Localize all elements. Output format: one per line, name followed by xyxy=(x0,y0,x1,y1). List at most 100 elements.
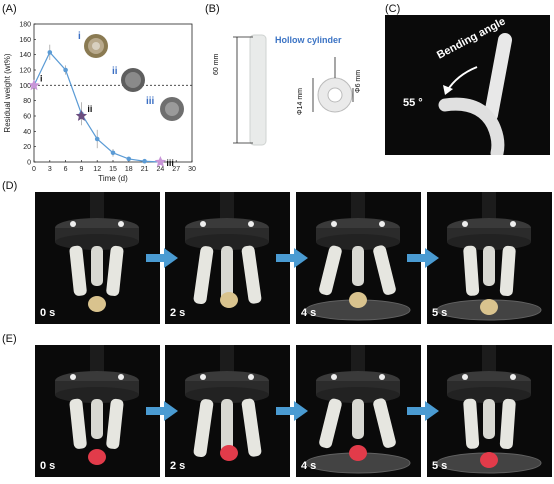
x-tick-label: 24 xyxy=(157,166,165,173)
finger-left xyxy=(69,245,87,296)
inset-i-photo xyxy=(84,34,108,58)
y-tick-label: 140 xyxy=(19,52,31,59)
panel-label-e: (E) xyxy=(2,333,17,345)
gripper-photo-d-1: 2 s xyxy=(165,192,290,324)
data-point xyxy=(47,50,53,55)
gripper-drawing xyxy=(185,345,269,461)
finger-left xyxy=(463,398,480,449)
finger-mid xyxy=(352,246,364,286)
y-tick-label: 60 xyxy=(23,114,31,121)
gripper-drawing xyxy=(436,345,542,474)
data-point xyxy=(63,67,68,73)
angle-value: 55 ° xyxy=(403,97,423,109)
gripper-photo-e-2: 4 s xyxy=(296,345,421,477)
gripper-photo-d-3: 5 s xyxy=(427,192,552,324)
inset-ii-label: ii xyxy=(112,66,118,77)
finger-right xyxy=(106,398,124,449)
x-tick-label: 27 xyxy=(172,166,180,173)
finger-mid xyxy=(91,246,103,286)
outer-diameter-label: Φ14 mm xyxy=(297,88,304,115)
bending-arrow xyxy=(446,66,478,92)
y-tick-label: 120 xyxy=(19,68,31,75)
finger-right xyxy=(373,398,396,448)
finger-right xyxy=(241,245,262,304)
x-tick-label: 15 xyxy=(109,166,117,173)
inset-i-label: i xyxy=(78,31,81,42)
step-arrow-icon xyxy=(146,248,178,273)
time-label: 2 s xyxy=(170,460,186,472)
panel-label-c: (C) xyxy=(385,3,401,15)
gripper-post xyxy=(482,192,496,222)
finger-mid xyxy=(483,399,495,439)
inset-iii-photo xyxy=(160,97,184,121)
time-label: 5 s xyxy=(432,307,448,319)
x-tick-label: 0 xyxy=(32,166,36,173)
gripper-post xyxy=(351,192,365,222)
gripper-post xyxy=(482,345,496,375)
step-arrow-icon xyxy=(407,248,439,273)
y-tick-label: 80 xyxy=(23,98,31,105)
time-label: 4 s xyxy=(301,307,317,319)
finger-right xyxy=(241,398,262,457)
y-tick-label: 100 xyxy=(19,83,31,90)
star-label: i xyxy=(40,73,43,83)
inset-ii-photo xyxy=(121,68,145,92)
finger-mid xyxy=(221,399,233,454)
step-arrow-icon xyxy=(276,248,308,273)
length-label: 60 mm xyxy=(213,53,220,75)
x-tick-label: 30 xyxy=(188,166,196,173)
data-point xyxy=(94,136,100,142)
grasped-object xyxy=(220,445,238,461)
data-point xyxy=(142,158,147,164)
gripper-drawing xyxy=(305,192,411,321)
y-tick-label: 180 xyxy=(19,22,31,29)
step-arrow-icon xyxy=(276,401,308,426)
bent-tube xyxy=(438,97,505,155)
gripper-drawing xyxy=(185,192,269,308)
x-axis-label: Time (d) xyxy=(98,174,128,183)
x-tick-label: 3 xyxy=(48,166,52,173)
grasped-object xyxy=(88,296,106,312)
finger-mid xyxy=(352,399,364,439)
finger-left xyxy=(193,246,214,305)
grasped-object xyxy=(349,445,367,461)
panel-label-a: (A) xyxy=(2,3,17,15)
gripper-photo-e-1: 2 s xyxy=(165,345,290,477)
finger-right xyxy=(499,245,516,297)
cylinder-body xyxy=(249,34,267,146)
grasped-object xyxy=(88,449,106,465)
time-label: 0 s xyxy=(40,307,56,319)
grasped-object xyxy=(349,292,367,308)
step-arrow-icon xyxy=(146,401,178,426)
finger-mid xyxy=(483,246,495,286)
finger-left xyxy=(69,398,87,449)
bending-photo: Bending angle 55 ° xyxy=(385,15,550,155)
finger-mid xyxy=(91,399,103,439)
grasped-object xyxy=(220,292,238,308)
panel-label-d: (D) xyxy=(2,180,18,192)
data-point xyxy=(110,150,116,156)
finger-mid xyxy=(221,246,233,301)
bending-diagram xyxy=(438,33,512,155)
star-label: iii xyxy=(166,158,174,168)
data-point xyxy=(126,156,132,162)
cylinder-photo: Hollow cylinder 60 mm Φ14 mm Φ6 mm xyxy=(205,15,380,155)
grasped-object xyxy=(480,452,498,468)
x-tick-label: 9 xyxy=(79,166,83,173)
gripper-photo-d-2: 4 s xyxy=(296,192,421,324)
finger-right xyxy=(106,245,124,296)
step-arrow-icon xyxy=(407,401,439,426)
hollow-cylinder-label: Hollow cylinder xyxy=(275,35,342,45)
finger-left xyxy=(319,245,342,296)
y-tick-label: 0 xyxy=(27,160,31,167)
x-tick-label: 6 xyxy=(64,166,68,173)
y-tick-label: 40 xyxy=(23,129,31,136)
gripper-photo-e-0: 0 s xyxy=(35,345,160,477)
inner-diameter-label: Φ6 mm xyxy=(355,69,362,93)
gripper-drawing xyxy=(305,345,411,474)
x-tick-label: 21 xyxy=(141,166,149,173)
time-label: 5 s xyxy=(432,460,448,472)
degradation-chart: 0 3 6 9 12 15 18 21 24 27 30 0 20 40 60 80 100 120 140 160 1… xyxy=(3,22,196,184)
finger-right xyxy=(499,398,516,450)
gripper-photo-e-3: 5 s xyxy=(427,345,552,477)
